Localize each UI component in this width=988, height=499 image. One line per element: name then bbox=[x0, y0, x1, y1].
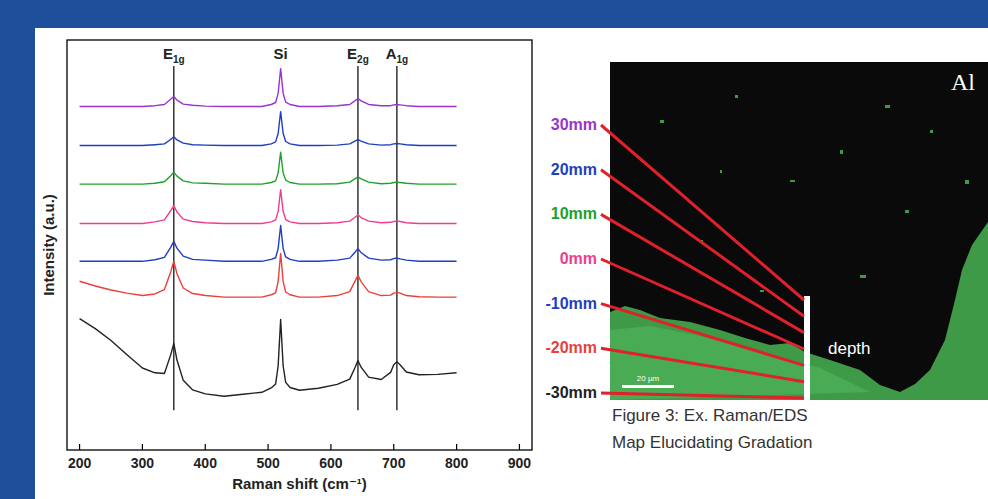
peak-line bbox=[173, 66, 174, 410]
depth-bar bbox=[804, 296, 810, 400]
x-tick-label: 300 bbox=[131, 455, 155, 471]
spectrum-line bbox=[80, 319, 457, 397]
map-speck bbox=[905, 210, 909, 213]
map-speck bbox=[860, 275, 866, 278]
map-speck bbox=[965, 180, 969, 184]
series-label: 20mm bbox=[551, 161, 597, 178]
peak-label: A1g bbox=[386, 45, 409, 65]
x-tick-label: 800 bbox=[445, 455, 469, 471]
spectrum-line bbox=[80, 112, 457, 146]
peak-label: Si bbox=[274, 45, 288, 62]
peak-label-sub: 2g bbox=[357, 54, 369, 65]
map-speck bbox=[930, 130, 933, 133]
peak-lines bbox=[174, 66, 397, 410]
caption-line: Figure 3: Ex. Raman/EDS bbox=[612, 406, 808, 425]
spectrum-line bbox=[80, 190, 457, 224]
series-label: -20mm bbox=[545, 339, 597, 356]
element-label: Al bbox=[951, 69, 975, 95]
series-label: 0mm bbox=[560, 250, 597, 267]
map-speck bbox=[760, 290, 764, 292]
caption-line: Map Elucidating Gradation bbox=[612, 433, 812, 452]
spectrum-line bbox=[80, 152, 457, 184]
series-label: 30mm bbox=[551, 116, 597, 133]
peak-label-main: A bbox=[386, 45, 397, 62]
x-tick-label: 500 bbox=[256, 455, 280, 471]
map-speck bbox=[660, 120, 664, 123]
map-region-light bbox=[610, 326, 870, 400]
y-axis-title: Intensity (a.u.) bbox=[40, 194, 57, 296]
scale-bar-label: 20 µm bbox=[637, 374, 660, 383]
peak-label-sub: 1g bbox=[396, 54, 408, 65]
eds-map: Al 20 µm bbox=[610, 62, 988, 400]
spectrum-line bbox=[80, 226, 457, 262]
x-tick bbox=[393, 444, 394, 450]
x-tick-label: 700 bbox=[382, 455, 406, 471]
x-tick-label: 900 bbox=[508, 455, 532, 471]
x-tick bbox=[205, 444, 206, 450]
connector-line bbox=[601, 393, 804, 398]
peak-label: E2g bbox=[347, 45, 369, 65]
x-tick bbox=[519, 444, 520, 450]
peak-label-main: E bbox=[347, 45, 357, 62]
map-speck bbox=[840, 150, 843, 154]
map-speck bbox=[790, 180, 795, 182]
background bbox=[0, 0, 988, 499]
scale-bar bbox=[622, 385, 674, 388]
x-tick-label: 200 bbox=[68, 455, 92, 471]
peak-line bbox=[396, 66, 397, 410]
map-speck bbox=[885, 105, 890, 108]
spectrum-line bbox=[80, 69, 457, 107]
series-label: -10mm bbox=[545, 295, 597, 312]
map-speck bbox=[735, 95, 738, 98]
x-tick bbox=[456, 444, 457, 450]
panel bbox=[35, 28, 988, 499]
x-tick bbox=[79, 444, 80, 450]
x-axis-title: Raman shift (cm⁻¹) bbox=[232, 475, 367, 492]
peak-label-main: E bbox=[163, 45, 173, 62]
connector-line bbox=[601, 304, 804, 366]
x-tick bbox=[142, 444, 143, 450]
map-speck bbox=[720, 170, 722, 173]
traces bbox=[80, 69, 457, 397]
figure: 200 300 400 500 600 700 800 900 Raman shift (cm⁻… bbox=[0, 0, 988, 499]
depth-label: depth bbox=[828, 339, 871, 358]
peak-label-main: Si bbox=[274, 45, 288, 62]
peak-label-sub: 1g bbox=[173, 54, 185, 65]
map-background bbox=[610, 62, 988, 400]
peak-line bbox=[357, 66, 358, 410]
spectrum-line bbox=[80, 253, 457, 297]
connector-line bbox=[601, 170, 804, 317]
series-label: 10mm bbox=[551, 205, 597, 222]
x-tick bbox=[267, 444, 268, 450]
connector-line bbox=[601, 348, 804, 381]
plot-frame bbox=[67, 40, 532, 450]
x-tick-label: 600 bbox=[319, 455, 343, 471]
series-label: -30mm bbox=[545, 384, 597, 401]
peak-label: E1g bbox=[163, 45, 185, 65]
x-tick-label: 400 bbox=[194, 455, 218, 471]
x-tick bbox=[330, 444, 331, 450]
